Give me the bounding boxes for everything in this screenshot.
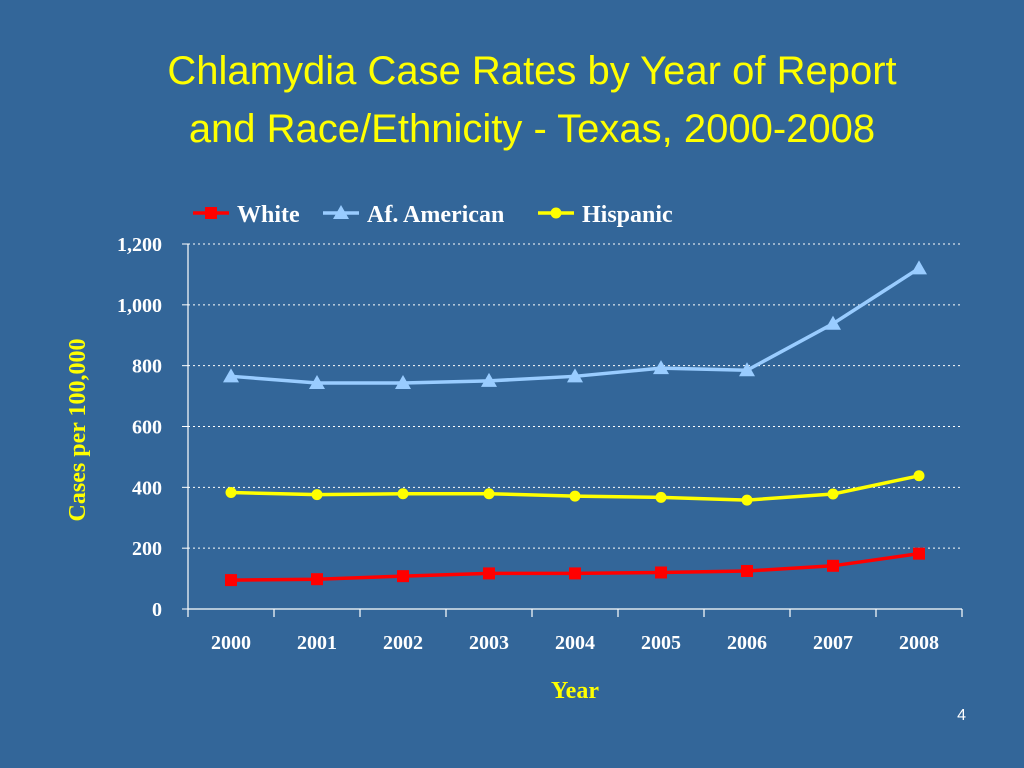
data-point-hispanic [569,490,581,502]
data-point-af-american [223,368,239,383]
x-axis-title: Year [551,678,599,704]
y-tick-label: 400 [132,477,162,499]
data-point-hispanic [913,470,925,482]
page-number: 4 [957,707,966,724]
x-tick-label: 2001 [297,632,337,654]
legend-label: Af. American [367,202,504,228]
x-tick-label: 2002 [383,632,423,654]
data-point-hispanic [741,494,753,506]
legend-item-hispanic: Hispanic [538,202,673,228]
data-point-af-american [825,315,841,330]
data-point-hispanic [655,491,667,503]
x-tick-label: 2005 [641,632,681,654]
legend-label: Hispanic [582,202,673,228]
legend-item-af-american: Af. American [323,202,504,228]
legend-marker [205,207,217,219]
legend-item-white: White [193,202,300,228]
y-tick-label: 0 [152,599,162,621]
x-tick-label: 2006 [727,632,767,654]
y-tick-label: 200 [132,538,162,560]
chart-series [223,260,927,587]
data-point-white [827,559,839,572]
series-white [225,547,925,587]
series-af-american [223,260,927,390]
data-point-white [225,574,237,587]
slide-title: Chlamydia Case Rates by Year of Report a… [0,42,1024,158]
chart-axes: 0 200 400 600 800 1,000 1,200 2000 2001 2002 2003 2… [117,234,963,654]
legend-marker [333,205,349,219]
y-tick-label: 800 [132,356,162,378]
data-point-white [569,567,581,580]
data-point-white [741,564,753,577]
data-point-af-american [911,260,927,275]
data-point-white [397,570,409,583]
data-point-af-american [395,375,411,390]
data-point-hispanic [311,489,323,501]
data-point-af-american [739,362,755,377]
data-point-hispanic [397,488,409,500]
data-point-af-american [653,360,669,375]
x-tick-label: 2000 [211,632,251,654]
gridlines [188,243,962,549]
y-tick-label: 600 [132,417,162,439]
y-axis-title: Cases per 100,000 [65,339,91,522]
data-point-hispanic [225,487,237,499]
data-point-hispanic [483,488,495,500]
data-point-af-american [309,375,325,390]
data-point-hispanic [827,488,839,500]
series-hispanic [225,470,925,506]
title-line-2: and Race/Ethnicity - Texas, 2000-2008 [188,107,876,151]
x-tick-label: 2004 [555,632,595,654]
data-point-white [311,573,323,586]
legend-marker [550,207,562,219]
data-point-af-american [481,372,497,387]
chart-legend: White Af. American Hispanic [193,202,673,228]
x-tick-label: 2007 [813,632,853,654]
y-tick-label: 1,200 [117,234,162,256]
data-point-white [655,566,667,579]
data-point-white [913,547,925,560]
x-tick-label: 2008 [899,632,939,654]
title-line-1: Chlamydia Case Rates by Year of Report [167,49,897,93]
y-tick-label: 1,000 [117,295,162,317]
x-tick-label: 2003 [469,632,509,654]
legend-label: White [237,202,300,228]
data-point-white [483,567,495,580]
data-point-af-american [567,368,583,383]
